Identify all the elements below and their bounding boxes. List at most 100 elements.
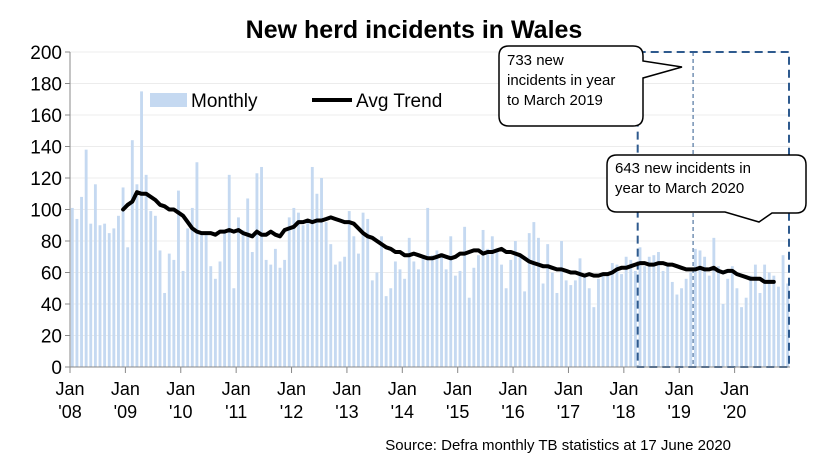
x-tick-label-month: Jan [443, 379, 472, 399]
bar-monthly [357, 253, 360, 367]
bar-monthly [232, 288, 236, 367]
bar-monthly [375, 272, 379, 367]
bar-monthly [315, 193, 319, 367]
bar-monthly [352, 236, 356, 367]
bar-monthly [250, 252, 254, 367]
bar-monthly [495, 248, 499, 367]
bar-monthly [426, 207, 430, 367]
bar-monthly [717, 266, 720, 367]
bar-monthly [587, 288, 591, 367]
bar-monthly [366, 218, 370, 367]
x-tick-label-month: Jan [609, 379, 638, 399]
bar-monthly [527, 233, 531, 367]
bar-monthly [407, 237, 411, 367]
bar-monthly [463, 226, 467, 367]
x-tick-label-year: '11 [225, 402, 247, 422]
bar-monthly [472, 267, 476, 367]
bar-monthly [121, 187, 125, 367]
bar-monthly [75, 218, 79, 367]
bar-monthly [412, 261, 416, 367]
bar-monthly [486, 248, 490, 367]
bar-monthly [320, 178, 323, 367]
bar-monthly [255, 173, 259, 367]
bar-monthly [712, 237, 716, 367]
bar-monthly [444, 269, 448, 367]
bar-monthly [177, 190, 180, 367]
chart-title: New herd incidents in Wales [246, 16, 583, 44]
bar-monthly [583, 275, 587, 367]
bar-monthly [564, 280, 568, 367]
bar-monthly [343, 256, 347, 367]
bar-monthly [269, 264, 273, 367]
x-tick-label-year: '15 [446, 402, 469, 422]
bar-monthly [597, 278, 600, 367]
legend-label-monthly: Monthly [191, 91, 258, 112]
bar-monthly [241, 229, 245, 367]
bar-monthly [758, 292, 762, 367]
bar-monthly [264, 259, 268, 367]
x-tick-label-year: '09 [114, 402, 137, 422]
bar-monthly [246, 198, 250, 367]
bar-monthly [227, 174, 231, 367]
bar-monthly [555, 292, 559, 367]
bar-monthly [135, 184, 139, 367]
bar-monthly [638, 247, 642, 367]
x-tick-label-year: '17 [557, 402, 580, 422]
y-tick-label: 60 [41, 264, 62, 285]
bar-monthly [398, 269, 402, 367]
bar-monthly [144, 174, 148, 367]
bar-monthly [130, 140, 134, 367]
bar-monthly [675, 294, 679, 367]
annotation-2020: 643 new incidents in year to March 2020 [606, 154, 807, 223]
bar-monthly [70, 207, 74, 367]
bar-monthly [98, 225, 102, 367]
y-tick-label: 80 [41, 232, 62, 253]
bar-monthly [301, 225, 305, 367]
bar-monthly [693, 248, 697, 367]
bar-monthly [213, 278, 217, 367]
bar-monthly [721, 304, 725, 367]
bar-monthly [117, 215, 120, 367]
annotation-2019-line-2: incidents in year [507, 72, 615, 89]
bar-monthly [347, 211, 351, 367]
x-tick-label-month: Jan [499, 379, 528, 399]
bar-monthly [218, 261, 222, 367]
x-tick-label-month: Jan [55, 379, 84, 399]
source-note: Source: Defra monthly TB statistics at 1… [385, 437, 731, 454]
bar-monthly [380, 236, 383, 367]
bar-monthly [149, 211, 153, 367]
bar-monthly [744, 297, 748, 367]
x-tick-label-month: Jan [277, 379, 306, 399]
x-tick-label-month: Jan [554, 379, 583, 399]
x-tick-label-month: Jan [388, 379, 417, 399]
bar-monthly [749, 275, 753, 367]
bar-monthly [273, 248, 277, 367]
bar-monthly [578, 258, 582, 367]
trend-line-group [121, 190, 776, 284]
bar-monthly [615, 264, 619, 367]
bar-monthly [333, 264, 337, 367]
x-tick-label-year: '08 [58, 402, 81, 422]
x-tick-label-year: '20 [723, 402, 746, 422]
bar-monthly [680, 288, 683, 367]
bar-monthly [730, 266, 734, 367]
bar-monthly [204, 231, 208, 367]
bar-monthly [624, 256, 628, 367]
bar-monthly [763, 264, 767, 367]
bar-monthly [753, 264, 757, 367]
x-tick-label-month: Jan [222, 379, 251, 399]
annotation-2020-line-1: 643 new incidents in [615, 160, 751, 177]
y-tick-label: 180 [30, 75, 62, 96]
bar-monthly [661, 270, 665, 367]
x-axis-ticks: Jan '08 Jan '09 Jan '10 Jan '11 Jan '12 Jan '13 Jan '… [55, 367, 749, 422]
bar-monthly [153, 215, 157, 367]
bar-monthly [518, 255, 522, 367]
trend-line [121, 190, 776, 284]
bar-monthly [80, 196, 83, 367]
bar-monthly [107, 233, 111, 367]
bar-monthly [190, 207, 194, 367]
x-tick-label-year: '18 [612, 402, 635, 422]
bar-monthly [786, 283, 790, 367]
callout-2019-shape [498, 45, 683, 127]
